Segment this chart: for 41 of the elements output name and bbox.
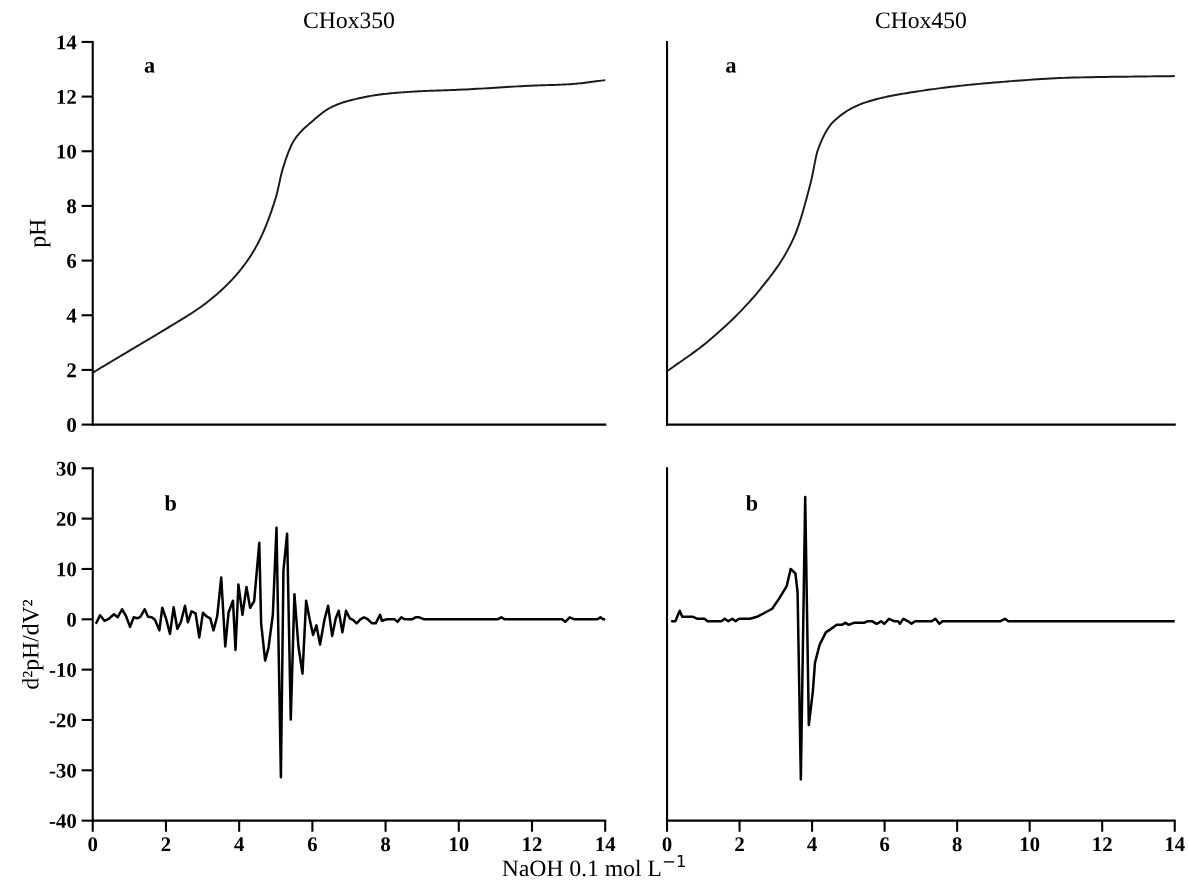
y-tick-label: 8 (67, 199, 77, 214)
chart-title: CHox450 (875, 12, 966, 29)
y-tick-label: 12 (57, 90, 76, 104)
x-tick-label: 4 (234, 837, 244, 852)
x-tick-label: 10 (450, 837, 469, 852)
x-tick-label: 8 (381, 837, 391, 852)
y-tick-label: 20 (56, 512, 76, 527)
annotation: b (746, 495, 758, 511)
x-tick-label: 6 (307, 837, 317, 852)
y-tick-label: -30 (49, 763, 76, 778)
x-tick-label: 2 (161, 837, 171, 852)
annotation: a (726, 62, 737, 73)
y-tick-label: 10 (57, 562, 76, 577)
x-tick-label: 10 (1020, 837, 1040, 852)
y-tick-label: -20 (49, 713, 76, 728)
x-tick-label: 8 (952, 837, 962, 852)
annotation: b (164, 495, 176, 511)
chart-title: CHox350 (304, 12, 394, 29)
y-tick-label: 2 (67, 363, 76, 378)
x-tick-label: 2 (735, 837, 744, 852)
y-tick-label: -40 (49, 814, 76, 829)
y-tick-label: 10 (57, 144, 76, 159)
y-tick-label: 0 (67, 417, 76, 433)
y-tick-label: 0 (67, 612, 76, 627)
x-tick-label: 12 (523, 837, 542, 852)
y-tick-label: 4 (66, 308, 77, 323)
x-tick-label: 12 (1093, 837, 1112, 852)
x-tick-label: 0 (88, 837, 98, 852)
x-tick-label: 6 (880, 837, 890, 852)
x-tick-label: 14 (596, 837, 616, 852)
y-tick-label: -10 (49, 663, 76, 678)
y-axis-title: pH (29, 219, 51, 248)
annotation: a (144, 62, 155, 73)
x-tick-label: 14 (1165, 837, 1185, 852)
x-tick-label: 4 (807, 837, 817, 852)
y-tick-label: 6 (67, 254, 77, 269)
y-tick-label: 14 (57, 35, 77, 50)
x-tick-label: 0 (662, 837, 672, 852)
y-tick-label: 30 (56, 461, 76, 476)
x-axis-title: NaOH 0.1 mol L$^{−1}$ (502, 855, 685, 877)
y-axis-title: d²pH/dV² (22, 599, 44, 689)
